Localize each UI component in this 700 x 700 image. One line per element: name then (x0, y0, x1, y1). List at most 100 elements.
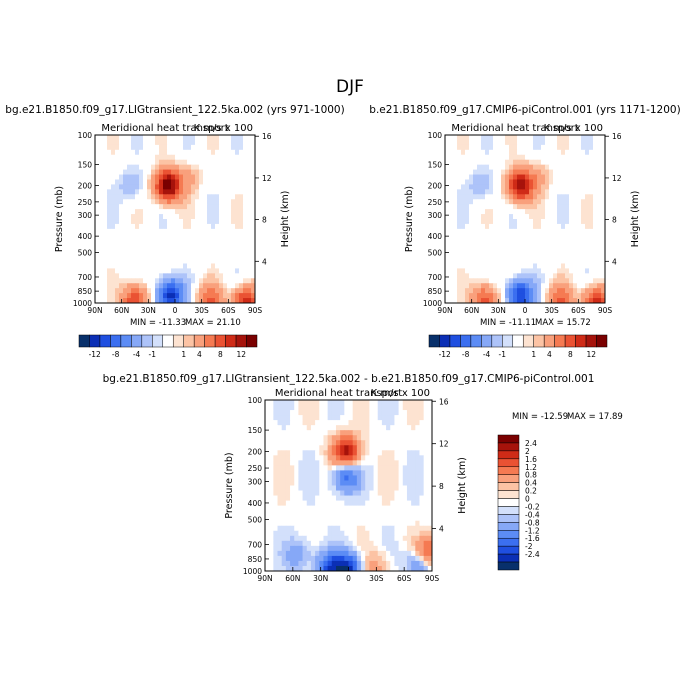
heatmap-cell (415, 480, 420, 486)
heatmap-cell (427, 445, 433, 451)
heatmap-cell (411, 465, 416, 471)
heatmap-cell (243, 278, 248, 284)
colorbar-swatch (89, 334, 101, 348)
heatmap-cell (465, 174, 470, 180)
panel-subtitle: Meridional heat transport (451, 123, 578, 134)
heatmap-cell (597, 179, 602, 185)
heatmap-cell (398, 460, 404, 466)
heatmap-cell (247, 135, 252, 141)
heatmap-cell (187, 273, 192, 279)
heatmap-cell (265, 445, 270, 451)
heatmap-cell (394, 400, 399, 406)
heatmap-cell (135, 159, 140, 166)
heatmap-cell (369, 430, 374, 436)
heatmap-cell (402, 545, 408, 552)
heatmap-cell (533, 298, 538, 304)
heatmap-cell (365, 485, 370, 491)
heatmap-cell (445, 263, 450, 269)
heatmap-cell (327, 560, 333, 567)
heatmap-cell (239, 238, 244, 245)
heatmap-cell (199, 194, 204, 200)
heatmap-cell (323, 490, 329, 496)
heatmap-cell (449, 199, 454, 205)
heatmap-cell (473, 149, 478, 156)
heatmap-cell (485, 263, 490, 269)
heatmap-cell (390, 445, 395, 451)
heatmap-cell (191, 268, 196, 274)
heatmap-cell (175, 283, 180, 289)
heatmap-cell (585, 288, 590, 294)
heatmap-cell (348, 485, 354, 491)
heatmap-cell (298, 425, 303, 431)
heatmap-cell (294, 510, 299, 517)
heatmap-cell (449, 209, 454, 215)
heatmap-cell (227, 214, 232, 220)
heatmap-cell (381, 400, 387, 406)
heatmap-cell (461, 273, 466, 279)
heatmap-cell (449, 293, 454, 299)
heatmap-cell (155, 204, 160, 210)
heatmap-cell (469, 179, 474, 185)
heatmap-cell (294, 515, 299, 522)
heatmap-cell (361, 440, 366, 446)
heatmap-cell (509, 258, 514, 264)
heatmap-cell (453, 189, 458, 195)
heatmap-cell (223, 139, 228, 146)
heatmap-cell (203, 209, 208, 215)
heatmap-cell (223, 298, 228, 304)
heatmap-cell (167, 209, 172, 215)
heatmap-cell (597, 199, 602, 205)
heatmap-cell (369, 565, 374, 572)
colorbar-swatch (162, 334, 174, 348)
heatmap-cell (143, 184, 148, 190)
heatmap-cell (340, 500, 345, 507)
max-label: MAX = 15.72 (535, 318, 591, 328)
heatmap-cell (390, 470, 395, 476)
heatmap-cell (227, 243, 232, 250)
heatmap-cell (123, 273, 128, 279)
heatmap-cell (565, 288, 570, 294)
heatmap-cell (290, 405, 295, 411)
heatmap-cell (597, 139, 602, 146)
heatmap-cell (115, 184, 120, 190)
heatmap-cell (179, 139, 184, 146)
heatmap-cell (449, 139, 454, 146)
heatmap-cell (290, 435, 295, 441)
heatmap-cell (373, 555, 379, 562)
heatmap-cell (361, 495, 366, 501)
heatmap-cell (529, 238, 534, 245)
heatmap-cell (111, 298, 116, 304)
heatmap-cell (203, 149, 208, 156)
heatmap-cell (573, 214, 578, 220)
heatmap-cell (273, 440, 278, 446)
heatmap-cell (415, 540, 420, 547)
heatmap-cell (302, 440, 308, 446)
heatmap-cell (290, 470, 295, 476)
heatmap-cell (411, 410, 416, 416)
heatmap-cell (469, 273, 474, 279)
heatmap-cell (219, 135, 224, 141)
heatmap-cell (159, 159, 164, 166)
heatmap-cell (151, 154, 156, 161)
heatmap-cell (398, 430, 404, 436)
heatmap-cell (461, 179, 466, 185)
heatmap-cell (247, 228, 252, 235)
heatmap-cell (537, 194, 542, 200)
heatmap-cell (473, 283, 478, 289)
heatmap-cell (489, 288, 494, 294)
heatmap-cell (107, 169, 112, 175)
heatmap-cell (227, 174, 232, 180)
heatmap-cell (103, 204, 108, 210)
heatmap-cell (457, 268, 462, 274)
heatmap-cell (281, 555, 287, 562)
heatmap-cell (565, 263, 570, 269)
heatmap-cell (469, 149, 474, 156)
heatmap-cell (386, 560, 391, 567)
heatmap-cell (247, 164, 252, 170)
heatmap-cell (175, 154, 180, 161)
heatmap-cell (423, 440, 429, 446)
heatmap-cell (593, 243, 598, 250)
heatmap-cell (235, 293, 240, 299)
heatmap-cell (525, 184, 530, 190)
heatmap-cell (223, 219, 228, 225)
